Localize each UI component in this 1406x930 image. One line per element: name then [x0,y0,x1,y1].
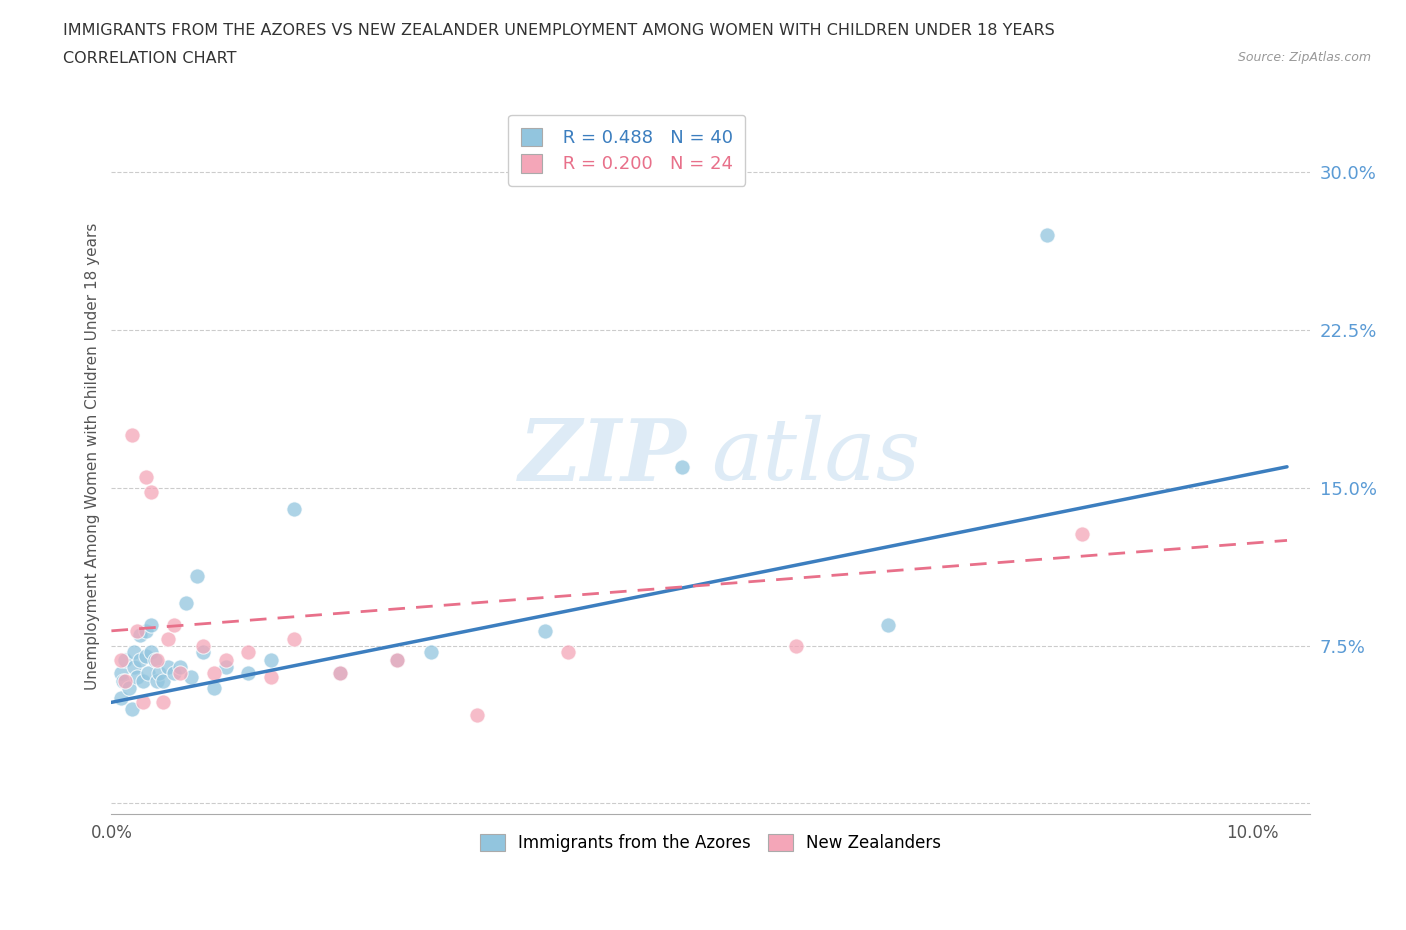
Point [132,695,155,710]
Point [534,623,557,638]
Text: atlas: atlas [710,415,920,498]
Point [114,653,136,668]
Point [117,680,139,695]
Point [110,691,132,706]
Point [238,644,260,659]
Point [283,501,305,516]
Point [125,623,148,638]
Point [202,680,225,695]
Point [141,485,163,499]
Point [122,644,145,659]
Point [465,708,488,723]
Point [191,644,214,659]
Point [129,628,152,643]
Point [385,653,408,668]
Point [111,674,134,689]
Point [157,659,180,674]
Point [1070,526,1092,541]
Point [283,631,305,646]
Point [260,670,283,684]
Point [135,623,157,638]
Point [238,666,260,681]
Point [148,666,170,681]
Point [146,653,169,668]
Point [121,701,143,716]
Point [125,670,148,684]
Y-axis label: Unemployment Among Women with Children Under 18 years: Unemployment Among Women with Children U… [86,222,100,690]
Point [135,648,157,663]
Point [186,569,208,584]
Text: IMMIGRANTS FROM THE AZORES VS NEW ZEALANDER UNEMPLOYMENT AMONG WOMEN WITH CHILDR: IMMIGRANTS FROM THE AZORES VS NEW ZEALAN… [63,23,1054,38]
Point [169,666,191,681]
Point [132,674,155,689]
Text: CORRELATION CHART: CORRELATION CHART [63,51,236,66]
Point [191,638,214,653]
Point [129,653,152,668]
Point [557,644,579,659]
Point [214,659,236,674]
Point [141,644,163,659]
Point [121,428,143,443]
Point [163,618,186,632]
Point [143,653,166,668]
Point [420,644,443,659]
Point [163,666,186,681]
Point [169,659,191,674]
Point [174,596,197,611]
Point [135,470,157,485]
Text: ZIP: ZIP [519,415,686,498]
Point [202,666,225,681]
Point [110,653,132,668]
Point [260,653,283,668]
Point [785,638,807,653]
Point [329,666,352,681]
Point [122,659,145,674]
Point [1036,228,1059,243]
Point [157,631,180,646]
Point [152,674,174,689]
Point [329,666,352,681]
Point [671,459,693,474]
Point [114,674,136,689]
Text: Source: ZipAtlas.com: Source: ZipAtlas.com [1237,51,1371,64]
Point [385,653,408,668]
Point [110,666,132,681]
Point [180,670,202,684]
Point [136,666,159,681]
Legend: Immigrants from the Azores, New Zealanders: Immigrants from the Azores, New Zealande… [474,828,948,859]
Point [876,618,898,632]
Point [141,618,163,632]
Point [146,674,169,689]
Point [152,695,174,710]
Point [214,653,236,668]
